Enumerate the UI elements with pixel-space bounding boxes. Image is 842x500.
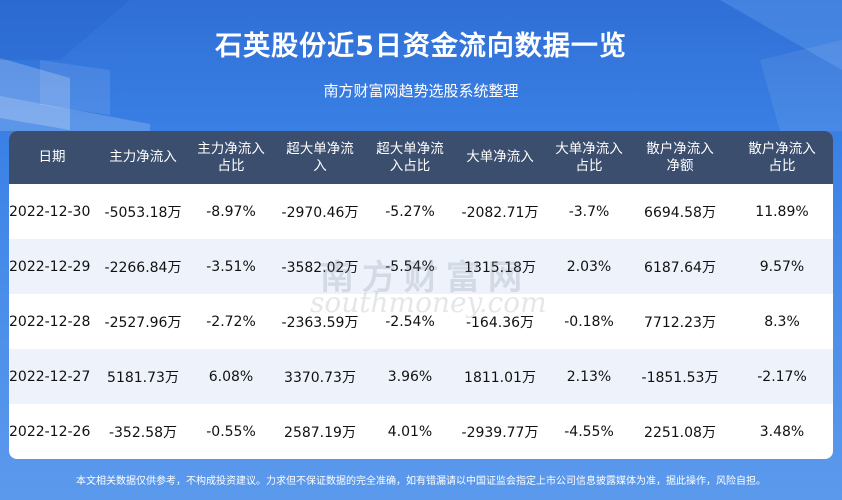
cell-large-ratio: -3.7%: [568, 203, 610, 220]
cell-retail-inflow: 7712.23万: [644, 314, 716, 331]
cell-xl-inflow: 2587.19万: [284, 424, 356, 441]
cell-main-ratio: 6.08%: [208, 368, 254, 385]
cell-retail-inflow: -1851.53万: [641, 369, 719, 386]
column-header-xl-inflow: 超大单净流 入: [286, 140, 354, 174]
column-header-retail-inflow: 散户净流入 净额: [646, 140, 714, 174]
cell-xl-inflow: 3370.73万: [284, 369, 356, 386]
cell-xl-inflow: -2363.59万: [281, 314, 359, 331]
fund-flow-table: 日期 主力净流入 主力净流入 占比 超大单净流 入 超大单净流 入占比 大单净流…: [9, 131, 833, 459]
table-header: 日期 主力净流入 主力净流入 占比 超大单净流 入 超大单净流 入占比 大单净流…: [9, 131, 833, 184]
footer-disclaimer: 本文相关数据仅供参考，不构成投资建议。力求但不保证数据的完全准确，如有错漏请以中…: [76, 476, 766, 487]
cell-large-inflow: -2082.71万: [461, 204, 539, 221]
table-row: 2022-12-29 -2266.84万 -3.51% -3582.02万 -5…: [9, 239, 833, 294]
cell-large-inflow: 1315.18万: [464, 259, 536, 276]
page-subtitle: 南方财富网趋势选股系统整理: [323, 82, 519, 100]
column-header-main-inflow: 主力净流入: [109, 149, 177, 165]
cell-xl-inflow: -2970.46万: [281, 204, 359, 221]
cell-retail-inflow: 2251.08万: [644, 424, 716, 441]
column-header-main-ratio: 主力净流入 占比: [197, 140, 265, 174]
cell-large-inflow: -2939.77万: [461, 424, 539, 441]
column-header-xl-ratio: 超大单净流 入占比: [376, 140, 444, 174]
page-title: 石英股份近5日资金流向数据一览: [215, 31, 627, 62]
cell-main-ratio: -3.51%: [206, 258, 256, 275]
cell-date: 2022-12-30: [9, 203, 91, 220]
cell-date: 2022-12-29: [9, 258, 91, 275]
cell-retail-ratio: 9.57%: [759, 258, 805, 275]
cell-xl-ratio: -5.54%: [385, 258, 435, 275]
cell-main-inflow: -352.58万: [108, 424, 178, 441]
cell-large-ratio: 2.13%: [566, 368, 612, 385]
cell-large-ratio: 2.03%: [566, 258, 612, 275]
column-header-date: 日期: [38, 149, 66, 165]
cell-large-inflow: 1811.01万: [464, 369, 536, 386]
cell-large-inflow: -164.36万: [465, 314, 535, 331]
cell-main-inflow: -2527.96万: [104, 314, 182, 331]
cell-xl-inflow: -3582.02万: [281, 259, 359, 276]
cell-large-ratio: -0.18%: [564, 313, 614, 330]
cell-xl-ratio: -5.27%: [385, 203, 435, 220]
cell-retail-ratio: 3.48%: [759, 423, 805, 440]
cell-retail-ratio: 8.3%: [764, 313, 800, 330]
cell-retail-inflow: 6694.58万: [644, 204, 716, 221]
cell-xl-ratio: -2.54%: [385, 313, 435, 330]
table-row: 2022-12-30 -5053.18万 -8.97% -2970.46万 -5…: [9, 184, 833, 239]
column-header-large-inflow: 大单净流入: [466, 149, 534, 165]
cell-large-ratio: -4.55%: [564, 423, 614, 440]
cell-main-ratio: -8.97%: [206, 203, 256, 220]
cell-retail-ratio: 11.89%: [755, 203, 809, 220]
cell-retail-ratio: -2.17%: [757, 368, 807, 385]
cell-main-ratio: -0.55%: [206, 423, 256, 440]
cell-date: 2022-12-26: [9, 423, 91, 440]
cell-main-inflow: 5181.73万: [107, 369, 179, 386]
table-row: 2022-12-26 -352.58万 -0.55% 2587.19万 4.01…: [9, 404, 833, 459]
cell-main-ratio: -2.72%: [206, 313, 256, 330]
column-header-retail-ratio: 散户净流入 占比: [748, 140, 816, 174]
table-body: 2022-12-30 -5053.18万 -8.97% -2970.46万 -5…: [9, 184, 833, 459]
table-row: 2022-12-28 -2527.96万 -2.72% -2363.59万 -2…: [9, 294, 833, 349]
table-row: 2022-12-27 5181.73万 6.08% 3370.73万 3.96%…: [9, 349, 833, 404]
cell-retail-inflow: 6187.64万: [644, 259, 716, 276]
cell-main-inflow: -2266.84万: [104, 259, 182, 276]
cell-xl-ratio: 4.01%: [387, 423, 433, 440]
column-header-large-ratio: 大单净流入 占比: [555, 140, 623, 174]
cell-date: 2022-12-27: [9, 368, 91, 385]
cell-xl-ratio: 3.96%: [387, 368, 433, 385]
cell-date: 2022-12-28: [9, 313, 91, 330]
cell-main-inflow: -5053.18万: [104, 204, 182, 221]
